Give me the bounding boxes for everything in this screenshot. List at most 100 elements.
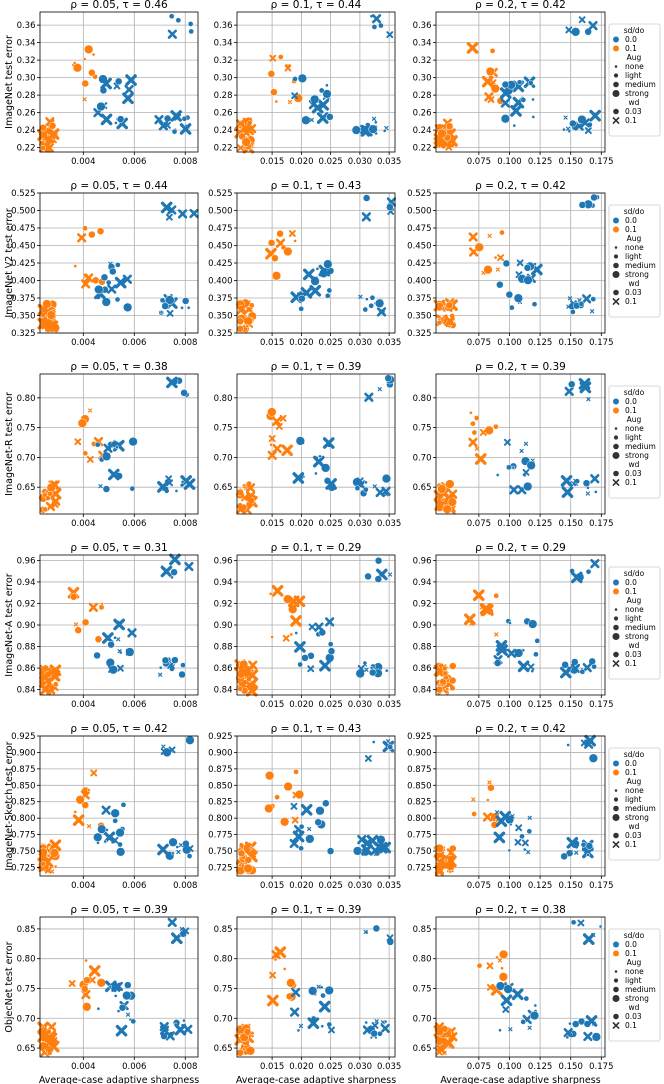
gridlines bbox=[40, 374, 198, 514]
y-tick-label: 0.88 bbox=[17, 643, 36, 653]
data-point bbox=[105, 828, 109, 832]
data-point bbox=[267, 994, 279, 1007]
y-tick-label: 0.875 bbox=[407, 765, 431, 775]
data-point bbox=[586, 397, 591, 402]
data-point bbox=[88, 230, 96, 239]
data-point bbox=[316, 984, 321, 989]
data-point bbox=[301, 654, 309, 662]
data-point bbox=[440, 497, 445, 502]
data-point bbox=[307, 1017, 320, 1029]
data-point bbox=[589, 309, 595, 314]
legend-style-marker bbox=[612, 841, 620, 848]
legend-hue-title: sd/do bbox=[624, 569, 645, 578]
data-point bbox=[562, 127, 566, 132]
data-point bbox=[565, 26, 573, 34]
x-tick-label: 0.150 bbox=[559, 700, 583, 710]
legend-size-title: Aug bbox=[627, 777, 642, 786]
legend-size-marker bbox=[613, 624, 619, 631]
y-tick-label: 0.850 bbox=[11, 781, 35, 791]
data-point bbox=[125, 1012, 131, 1017]
data-point bbox=[238, 863, 243, 868]
data-point bbox=[264, 803, 274, 814]
data-point bbox=[98, 484, 103, 489]
x-tick-label: 0.004 bbox=[71, 519, 95, 529]
data-point bbox=[171, 656, 179, 664]
legend-style-label: 0.1 bbox=[625, 116, 637, 125]
data-point bbox=[129, 485, 136, 492]
data-point bbox=[238, 1029, 244, 1035]
y-tick-label: 0.30 bbox=[17, 74, 36, 84]
x-tick-label: 0.006 bbox=[122, 881, 146, 891]
chart-title: ρ = 0.1, τ = 0.43 bbox=[271, 180, 362, 192]
legend: sd/do0.00.1Augnonelightmediumstrongwd0.0… bbox=[608, 747, 661, 861]
data-point bbox=[590, 474, 600, 484]
data-point bbox=[527, 1025, 532, 1030]
data-point bbox=[374, 298, 385, 308]
data-point bbox=[487, 233, 492, 238]
data-point bbox=[165, 295, 175, 305]
data-point bbox=[580, 841, 587, 848]
scatter-points bbox=[37, 201, 199, 333]
data-point bbox=[522, 468, 530, 476]
data-point bbox=[128, 436, 138, 447]
y-tick-label: 0.90 bbox=[413, 621, 432, 631]
y-tick-label: 0.450 bbox=[407, 242, 431, 252]
data-point bbox=[357, 834, 367, 845]
data-point bbox=[158, 121, 168, 131]
data-point bbox=[445, 122, 454, 131]
data-point bbox=[246, 300, 251, 305]
data-point bbox=[591, 663, 597, 670]
legend-frame bbox=[608, 23, 661, 137]
legend-style-marker bbox=[613, 651, 619, 658]
data-point bbox=[174, 489, 179, 493]
y-tick-label: 0.875 bbox=[208, 765, 232, 775]
y-tick-label: 0.450 bbox=[208, 242, 232, 252]
data-point bbox=[581, 294, 592, 304]
y-tick-label: 0.92 bbox=[17, 599, 36, 609]
data-point bbox=[116, 637, 121, 642]
data-point bbox=[114, 121, 118, 125]
chart-0-1: 0.015 0.020 0.025 0.030 0.035 0.22 0.24 0.26 0.2… bbox=[214, 0, 402, 167]
data-point bbox=[186, 845, 194, 852]
data-point bbox=[499, 229, 505, 236]
data-point bbox=[268, 435, 276, 442]
legend-style-marker bbox=[613, 832, 619, 839]
data-point bbox=[466, 42, 479, 54]
y-tick-label: 0.350 bbox=[407, 312, 431, 322]
chart-title: ρ = 0.2, τ = 0.42 bbox=[475, 180, 566, 192]
legend-style-marker bbox=[613, 470, 619, 477]
axes-frame bbox=[39, 373, 199, 515]
data-point bbox=[513, 648, 524, 658]
data-point bbox=[113, 994, 118, 998]
legend-frame bbox=[608, 566, 661, 680]
data-point bbox=[107, 284, 117, 294]
data-point bbox=[283, 246, 293, 257]
data-point bbox=[586, 853, 590, 857]
data-point bbox=[588, 20, 598, 31]
data-point bbox=[114, 296, 121, 303]
data-point bbox=[289, 632, 294, 637]
data-point bbox=[181, 115, 188, 122]
data-point bbox=[502, 259, 511, 268]
y-tick-label: 0.325 bbox=[407, 329, 431, 339]
legend-size-label: strong bbox=[625, 270, 649, 279]
data-point bbox=[245, 141, 250, 146]
data-point bbox=[364, 667, 369, 672]
y-tick-label: 0.96 bbox=[214, 556, 233, 566]
data-point bbox=[578, 201, 587, 209]
data-point bbox=[273, 957, 278, 962]
data-point bbox=[315, 806, 325, 816]
data-point bbox=[314, 622, 324, 632]
data-point bbox=[519, 448, 524, 454]
data-point bbox=[81, 618, 90, 627]
data-point bbox=[40, 317, 53, 330]
data-point bbox=[364, 1020, 368, 1025]
data-point bbox=[523, 441, 529, 446]
data-point bbox=[494, 632, 499, 637]
scatter-points bbox=[433, 16, 601, 151]
y-tick-label: 0.925 bbox=[208, 732, 232, 742]
scatter-points bbox=[234, 556, 393, 697]
data-point bbox=[361, 212, 371, 222]
legend-style-label: 0.03 bbox=[625, 1012, 642, 1021]
x-tick-label: 0.006 bbox=[122, 519, 146, 529]
